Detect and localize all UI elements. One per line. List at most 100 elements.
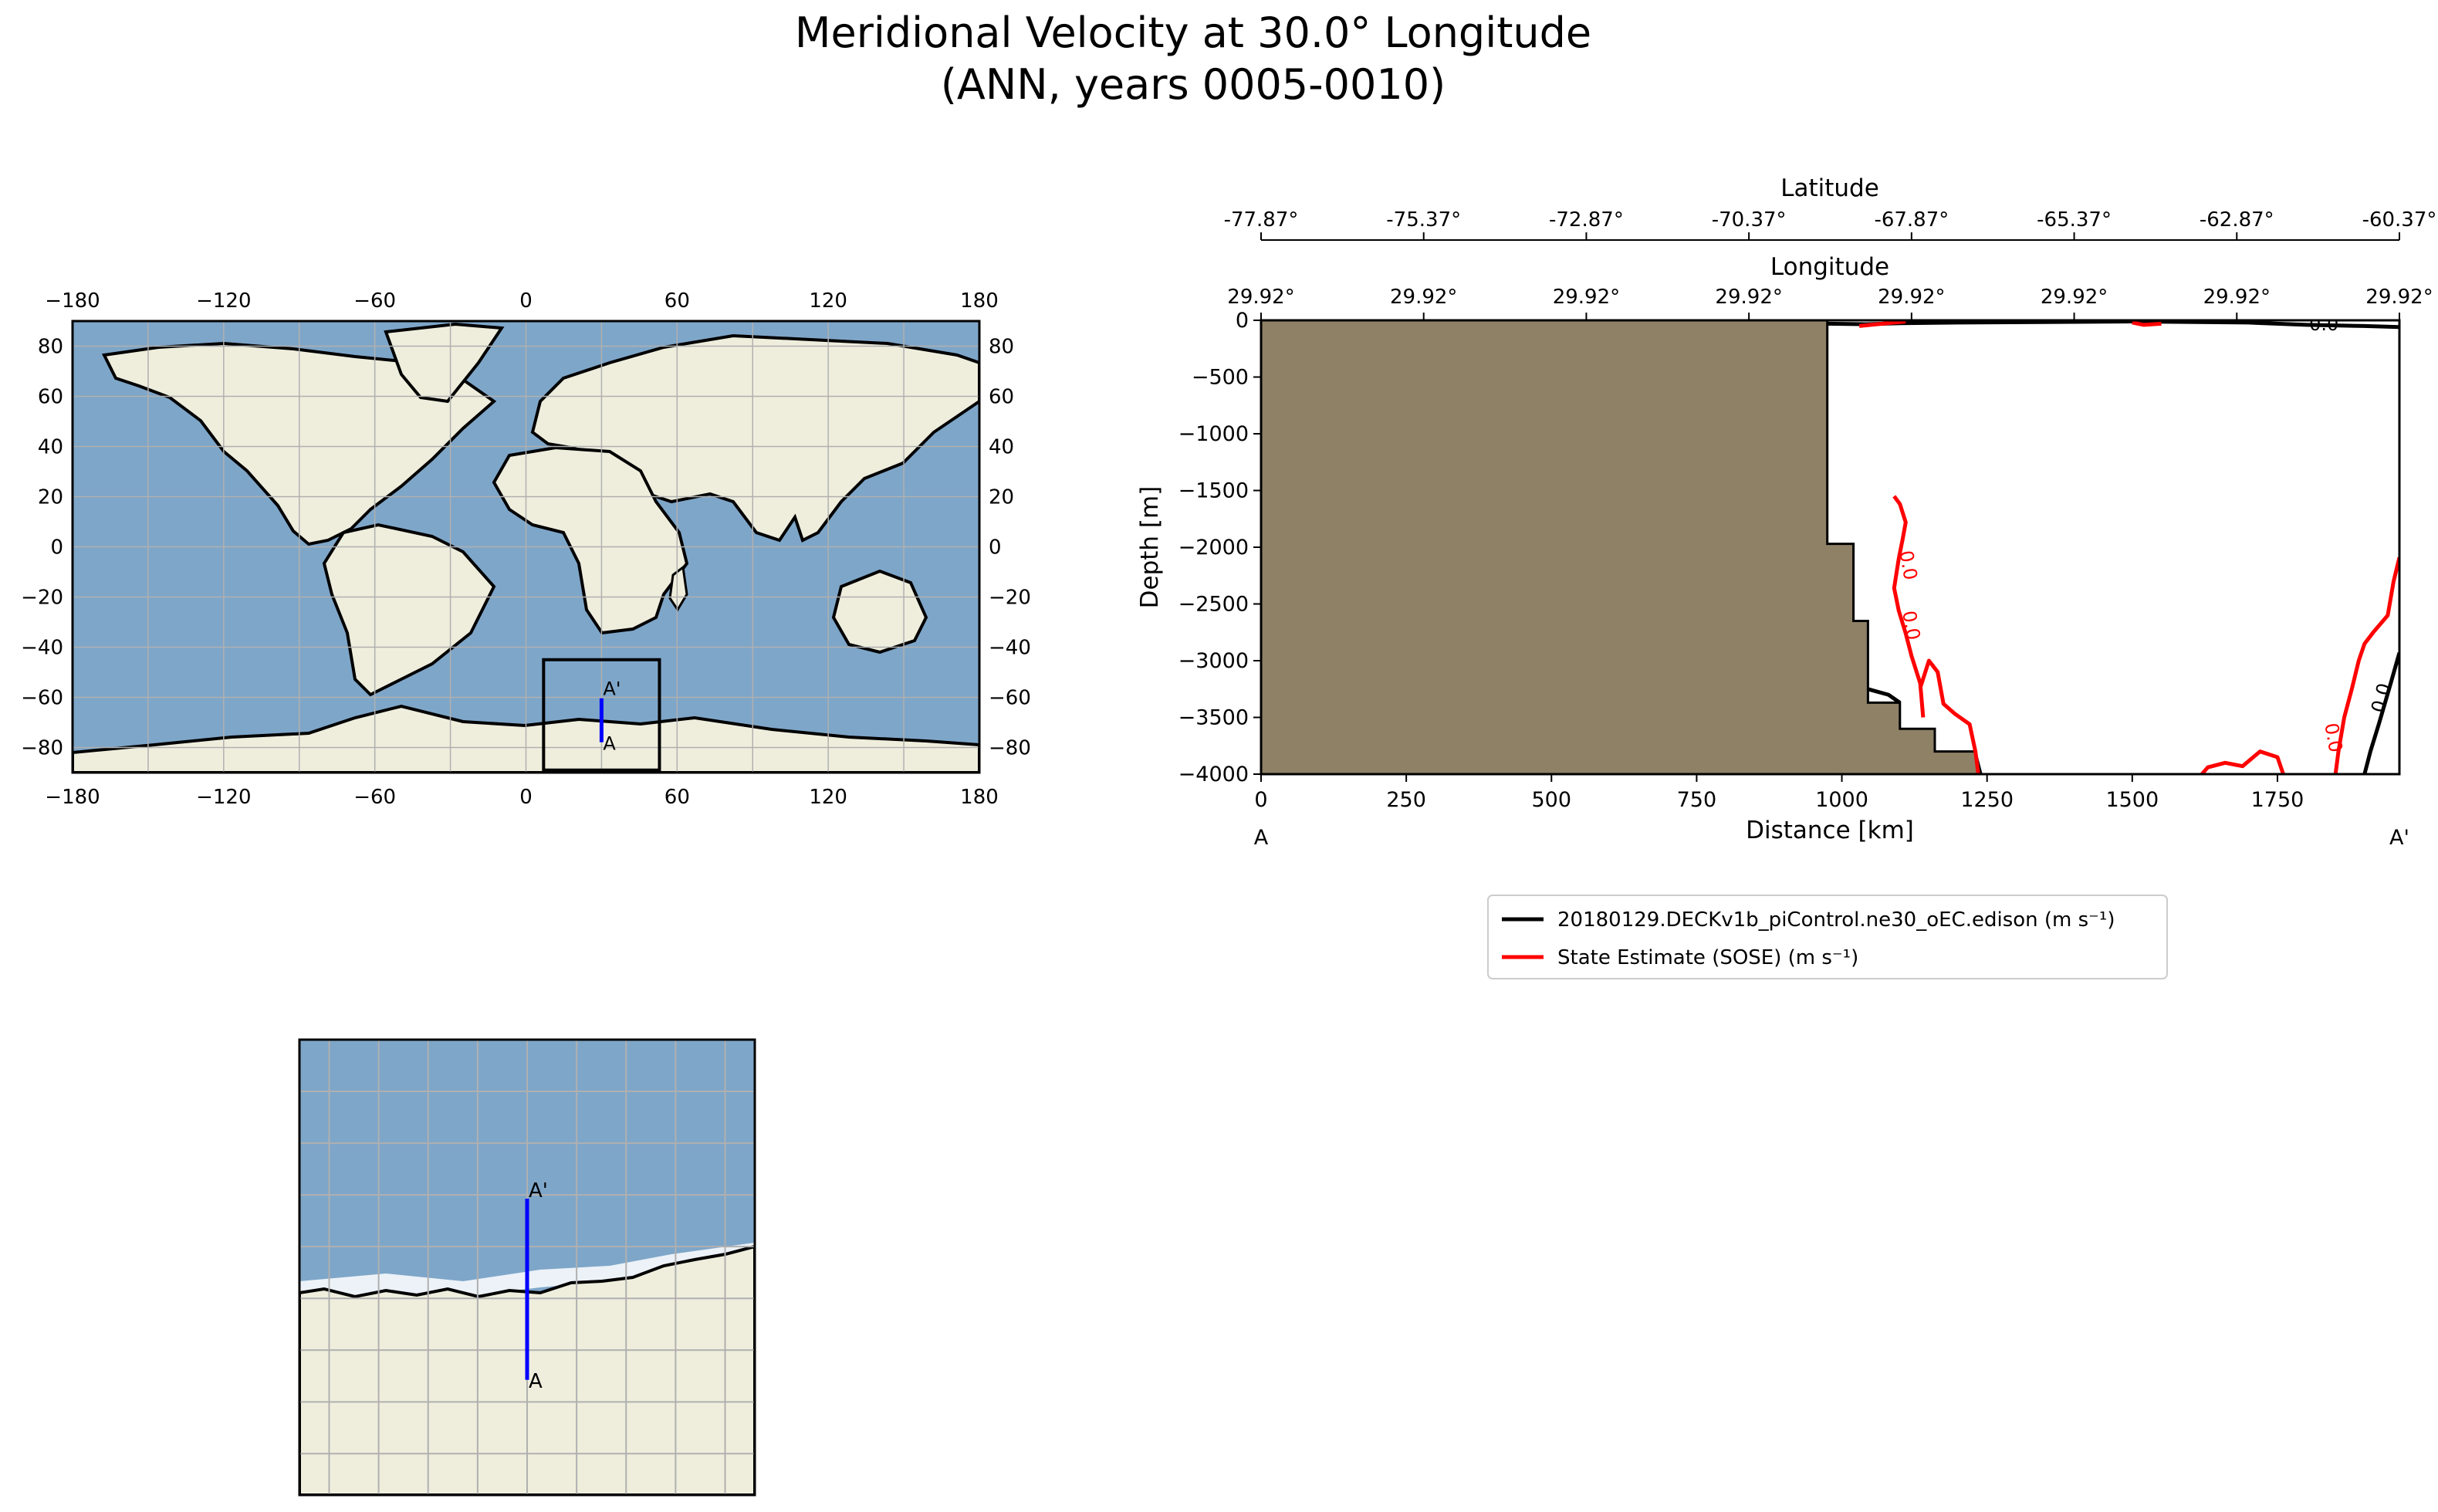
global-map-frame: [71, 320, 981, 774]
section-x-tick-label: 750: [1677, 788, 1717, 812]
inset-transect-end-label: A': [529, 1179, 548, 1202]
sose-contour: [2132, 320, 2162, 327]
longitude-tick-label: 29.92°: [1227, 286, 1294, 309]
global-map-panel: A A' −180 −180 −120 −120 −60 −60 0 0 60 60 120 120 18…: [21, 289, 1031, 809]
map-x-tick-label-top: 60: [664, 289, 690, 313]
map-y-tick-label-left: −20: [21, 587, 63, 610]
map-y-tick-label-left: −60: [21, 687, 63, 710]
map-y-tick-label-right: 80: [989, 336, 1014, 359]
global-map-transect: A A': [599, 678, 620, 755]
section-x-tick-label: 1500: [2105, 788, 2159, 812]
legend-frame: [1487, 895, 2168, 979]
land-greenland: [384, 322, 505, 404]
longitude-tick-label: 29.92°: [1878, 286, 1945, 309]
section-y-axis-label: Depth [m]: [1136, 486, 1164, 609]
section-y-tick-label: −3000: [1178, 649, 1249, 673]
land-africa: [492, 445, 689, 635]
map-x-tick-label-top: 180: [960, 289, 999, 313]
sose-contour: [1918, 658, 1980, 774]
land-south-america: [322, 523, 496, 697]
map-y-tick-label-right: 60: [989, 386, 1014, 409]
model-contour-label: 0.0: [2309, 313, 2338, 335]
legend-label-model: 20180129.DECKv1b_piControl.ne30_oEC.edis…: [1557, 908, 2115, 932]
latitude-tick-label: -70.37°: [1712, 208, 1787, 232]
map-x-tick-label-top: −180: [45, 289, 100, 313]
model-contour: [2362, 652, 2399, 774]
inset-extent-box: [542, 658, 661, 772]
section-y-tick-label: −3500: [1178, 706, 1249, 730]
map-x-tick-label-bottom: 0: [519, 786, 533, 809]
land-madagascar: [668, 565, 688, 612]
section-y-tick-label: −4000: [1178, 763, 1249, 786]
section-start-label: A: [1254, 826, 1269, 850]
latitude-tick-label: -62.87°: [2200, 208, 2274, 232]
latitude-tick-label: -60.37°: [2362, 208, 2437, 232]
global-map-gridlines: [73, 321, 979, 773]
section-contours: 0.00.00.00.00.0: [1827, 313, 2399, 774]
latitude-tick-label: -75.37°: [1386, 208, 1461, 232]
map-x-tick-label-bottom: −60: [353, 786, 396, 809]
longitude-tick-label: 29.92°: [2203, 286, 2271, 309]
map-y-tick-label-right: −60: [989, 687, 1031, 710]
section-x-tick-label: 1250: [1960, 788, 2014, 812]
inset-map-gridlines: [299, 1040, 755, 1495]
sose-contour: [1892, 495, 1926, 718]
section-x-tick-label: 0: [1254, 788, 1267, 812]
inset-transect-start-label: A: [529, 1370, 543, 1393]
inset-map-frame: [298, 1038, 756, 1497]
section-x-tick-label: 250: [1386, 788, 1426, 812]
longitude-tick-label: 29.92°: [2365, 286, 2433, 309]
figure-title-line1: Meridional Velocity at 30.0° Longitude: [795, 8, 1591, 57]
land-australia: [831, 569, 928, 655]
longitude-tick-label: 29.92°: [1715, 286, 1782, 309]
global-map-tick-labels: −180 −180 −120 −120 −60 −60 0 0 60 60 120 120 180 180…: [21, 289, 1031, 809]
latitude-tick-label: -77.87°: [1224, 208, 1299, 232]
section-x-axis-label: Distance [km]: [1746, 817, 1914, 844]
sose-contour-label: 0.0: [2320, 722, 2346, 754]
longitude-tick-label: 29.92°: [2041, 286, 2108, 309]
longitude-axis-label: Longitude: [1770, 253, 1889, 281]
section-y-tick-label: 0: [1236, 309, 1249, 333]
longitude-tick-label: 29.92°: [1553, 286, 1620, 309]
map-x-tick-label-top: 0: [519, 289, 533, 313]
map-y-tick-label-right: −20: [989, 587, 1031, 610]
map-y-tick-label-left: 80: [38, 336, 63, 359]
section-x-tick-label: 500: [1532, 788, 1572, 812]
map-y-tick-label-left: 0: [50, 536, 63, 560]
map-x-tick-label-bottom: 120: [809, 786, 847, 809]
legend: 20180129.DECKv1b_piControl.ne30_oEC.edis…: [1487, 895, 2168, 979]
sose-contour-label: 0.0: [1895, 549, 1921, 581]
map-y-tick-label-right: −80: [989, 737, 1031, 760]
section-y-tick-label: −500: [1192, 366, 1249, 390]
transect-end-label: A': [603, 678, 620, 700]
map-x-tick-label-bottom: −180: [45, 786, 100, 809]
map-x-tick-label-bottom: −120: [196, 786, 251, 809]
section-y-tick-label: −1500: [1178, 479, 1249, 503]
map-x-tick-label-top: 120: [809, 289, 847, 313]
map-x-tick-label-top: −60: [353, 289, 396, 313]
latitude-tick-label: -72.87°: [1549, 208, 1624, 232]
section-axes: 0 250 500 750 1000 1250 1500 1750 0 −500 −1000 −150…: [1178, 208, 2437, 812]
transect-start-label: A: [603, 733, 616, 755]
latitude-axis-label: Latitude: [1780, 174, 1879, 202]
map-y-tick-label-right: 0: [989, 536, 1002, 560]
map-y-tick-label-right: 40: [989, 436, 1014, 459]
section-end-label: A': [2389, 826, 2409, 850]
section-y-tick-label: −2500: [1178, 593, 1249, 617]
section-x-tick-label: 1750: [2251, 788, 2304, 812]
map-x-tick-label-top: −120: [196, 289, 251, 313]
sose-contour: [2333, 556, 2399, 774]
map-x-tick-label-bottom: 180: [960, 786, 999, 809]
section-y-tick-label: −1000: [1178, 422, 1249, 446]
map-y-tick-label-right: −40: [989, 637, 1031, 660]
latitude-tick-label: -67.87°: [1874, 208, 1949, 232]
map-y-tick-label-right: 20: [989, 486, 1014, 509]
legend-label-obs: State Estimate (SOSE) (m s⁻¹): [1557, 946, 1858, 969]
sose-contour: [2200, 749, 2285, 774]
figure-title-line2: (ANN, years 0005-0010): [941, 60, 1446, 109]
map-y-tick-label-left: −40: [21, 637, 63, 660]
section-x-tick-label: 1000: [1815, 788, 1868, 812]
map-y-tick-label-left: −80: [21, 737, 63, 760]
sose-contour: [1858, 320, 1906, 328]
